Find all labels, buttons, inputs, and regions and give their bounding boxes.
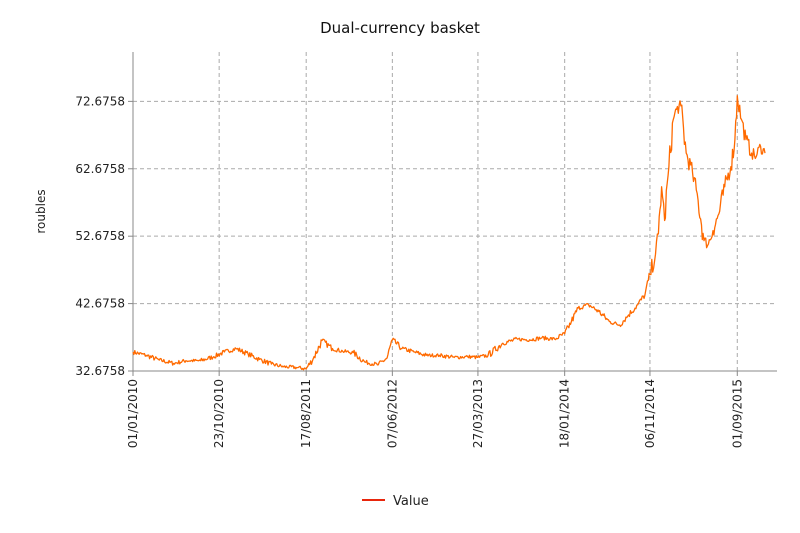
y-tick-label: 32.6758 — [75, 364, 125, 378]
x-tick-label: 06/11/2014 — [643, 379, 657, 448]
x-tick-label: 18/01/2014 — [558, 379, 572, 448]
x-tick-label: 01/01/2010 — [126, 379, 140, 448]
y-tick-label: 52.6758 — [75, 229, 125, 243]
chart-title: Dual-currency basket — [320, 19, 480, 37]
series-line-value — [132, 95, 766, 371]
x-tick-label: 27/03/2013 — [471, 379, 485, 448]
y-axis-label: roubles — [34, 189, 48, 233]
legend: Value — [362, 494, 429, 509]
x-tick-label: 23/10/2010 — [212, 379, 226, 448]
series — [132, 95, 766, 371]
x-tick-label: 07/06/2012 — [385, 379, 399, 448]
y-tick-label: 72.6758 — [75, 94, 125, 108]
legend-label: Value — [393, 494, 429, 509]
y-tick-label: 42.6758 — [75, 297, 125, 311]
grid — [132, 52, 777, 372]
x-tick-label: 01/09/2015 — [730, 379, 744, 448]
y-tick-label: 62.6758 — [75, 162, 125, 176]
x-tick-label: 17/08/2011 — [299, 379, 313, 448]
axes: 32.6758 42.6758 52.6758 62.6758 72.6758 01/01… — [75, 52, 777, 448]
